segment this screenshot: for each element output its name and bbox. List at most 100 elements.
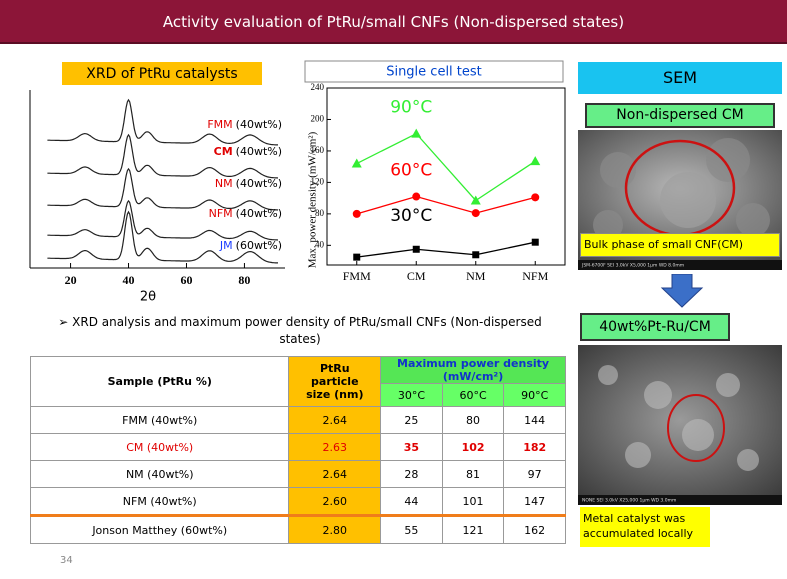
slide: Activity evaluation of PtRu/small CNFs (… (0, 0, 787, 579)
xrd-plot: XRD of PtRu catalysts 20 40 60 80 2θ FMM(40wt… (0, 50, 295, 310)
chart-title: Single cell test (386, 65, 482, 80)
table-cell: 121 (442, 516, 504, 544)
point (353, 254, 360, 261)
curve-loading: (40wt%) (236, 207, 282, 220)
curve-label: FMM(40wt%) (207, 118, 282, 131)
x-tick-label: 20 (65, 273, 77, 287)
sem-note: Metal catalyst was accumulated locally (580, 507, 710, 547)
title-bar: Activity evaluation of PtRu/small CNFs (… (0, 0, 787, 44)
series-line (357, 197, 536, 214)
point (352, 159, 362, 168)
x-tick-label: 60 (180, 273, 192, 287)
curve-loading: (40wt%) (236, 145, 282, 158)
table-cell: 25 (381, 407, 443, 434)
header-cell: PtRu particle size (nm) (289, 357, 381, 407)
y-tick-label: 240 (311, 82, 325, 92)
series-line (357, 134, 536, 201)
caption: ➢ XRD analysis and maximum power density… (40, 314, 560, 348)
header-row: Sample (PtRu %) PtRu particle size (nm) … (31, 357, 566, 384)
scale-text: JSM-6700F SEI 3.0kV X5,000 1μm WD 8.0mm (581, 263, 684, 269)
x-tick-label: FMM (343, 269, 371, 283)
header-cell: Maximum power density (mW/cm²) (381, 357, 566, 384)
table-cell: 44 (381, 488, 443, 516)
table-cell: 101 (442, 488, 504, 516)
sem-title: SEM (578, 62, 782, 94)
point (411, 129, 421, 138)
table-cell: 2.80 (289, 516, 381, 544)
slide-title: Activity evaluation of PtRu/small CNFs (… (163, 13, 624, 31)
down-arrow (660, 274, 704, 308)
table-row: NM (40wt%)2.64288197 (31, 461, 566, 488)
series-line (357, 242, 536, 257)
x-axis-label: 2θ (140, 290, 156, 305)
table-cell: 2.64 (289, 461, 381, 488)
point (532, 239, 539, 246)
curve-label: JM(60wt%) (219, 239, 282, 252)
curve-name: NFM (209, 207, 233, 220)
curve-name: CM (214, 145, 233, 158)
table-cell: 162 (504, 516, 566, 544)
point (472, 209, 480, 217)
y-tick-label: 200 (311, 114, 325, 124)
table-cell: 2.63 (289, 434, 381, 461)
table-cell: CM (40wt%) (31, 434, 289, 461)
table-cell: 144 (504, 407, 566, 434)
results-table: Sample (PtRu %) PtRu particle size (nm) … (30, 356, 566, 544)
header-cell: 90°C (504, 384, 566, 407)
curve-loading: (40wt%) (236, 118, 282, 131)
table-cell: FMM (40wt%) (31, 407, 289, 434)
series-label: 30°C (390, 206, 432, 226)
table-cell: NM (40wt%) (31, 461, 289, 488)
sem-note: Bulk phase of small CNF(CM) (580, 233, 780, 257)
point (472, 251, 479, 258)
point (530, 156, 540, 165)
curve-name: NM (215, 177, 233, 190)
header-cell: Sample (PtRu %) (31, 357, 289, 407)
table-cell: NFM (40wt%) (31, 488, 289, 516)
series-label: 90°C (390, 98, 432, 118)
sem-label: Non-dispersed CM (585, 103, 775, 128)
point (353, 210, 361, 218)
curve-name: JM (219, 239, 233, 252)
table-cell: 35 (381, 434, 443, 461)
x-tick-label: CM (407, 269, 426, 283)
table-cell: 182 (504, 434, 566, 461)
x-tick-label: 80 (238, 273, 250, 287)
table-cell: 28 (381, 461, 443, 488)
curve-loading: (60wt%) (236, 239, 282, 252)
x-tick-label: NFM (522, 269, 548, 283)
point (412, 193, 420, 201)
x-tick-label: 40 (123, 273, 135, 287)
table-cell: 97 (504, 461, 566, 488)
header-cell: 60°C (442, 384, 504, 407)
table-cell: 2.64 (289, 407, 381, 434)
table-cell: 147 (504, 488, 566, 516)
series-label: 60°C (390, 161, 432, 181)
table-cell: 102 (442, 434, 504, 461)
table-cell: 55 (381, 516, 443, 544)
y-tick-label: 120 (311, 176, 325, 186)
single-cell-chart: Single cell test Max. power density (mW/… (295, 50, 575, 290)
y-tick-label: 80 (315, 208, 325, 218)
scale-text: NONE SEI 3.0kV X25,000 1μm WD 3.0mm (582, 498, 676, 504)
table-cell: Jonson Matthey (60wt%) (31, 516, 289, 544)
table-cell: 2.60 (289, 488, 381, 516)
curve-label: CM(40wt%) (214, 145, 282, 158)
point (413, 246, 420, 253)
curve-label: NM(40wt%) (215, 177, 282, 190)
curve-label: NFM(40wt%) (209, 207, 282, 220)
curve-loading: (40wt%) (236, 177, 282, 190)
y-tick-label: 160 (311, 145, 325, 155)
y-tick-label: 40 (315, 239, 325, 249)
table-cell: 80 (442, 407, 504, 434)
xrd-label: XRD of PtRu catalysts (86, 66, 237, 82)
point (531, 193, 539, 201)
table-cell: 81 (442, 461, 504, 488)
plot-frame (327, 88, 565, 265)
header-cell: 30°C (381, 384, 443, 407)
x-tick-label: NM (466, 269, 486, 283)
